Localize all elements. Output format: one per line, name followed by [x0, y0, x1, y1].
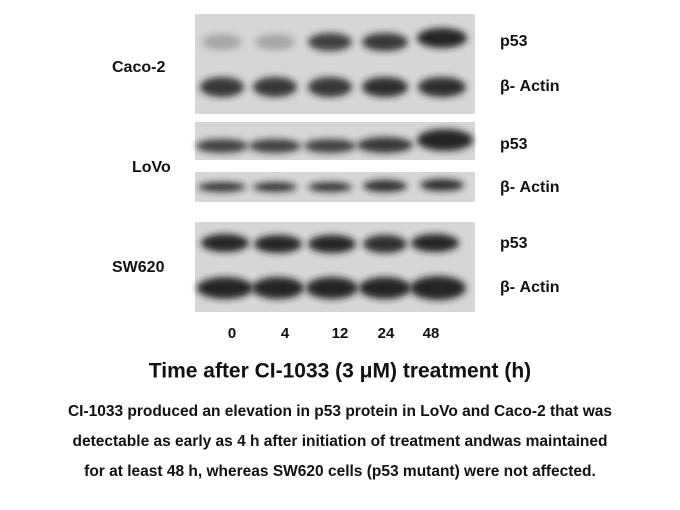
time-label: 48: [423, 325, 440, 342]
band-label: β- Actin: [500, 279, 560, 296]
caption-line: detectable as early as 4 h after initiat…: [73, 433, 608, 450]
axis-title: Time after CI-1033 (3 μM) treatment (h): [149, 360, 531, 383]
blot-lovo: [195, 122, 475, 202]
band-label: β- Actin: [500, 179, 560, 196]
cell-line-label: SW620: [112, 259, 165, 276]
time-label: 4: [281, 325, 290, 342]
blot-caco2: [195, 14, 475, 114]
time-label: 24: [378, 325, 395, 342]
caption-line: CI-1033 produced an elevation in p53 pro…: [68, 403, 612, 420]
time-label: 0: [228, 325, 236, 342]
band-label: p53: [500, 33, 528, 50]
band-label: β- Actin: [500, 78, 560, 95]
time-label: 12: [332, 325, 349, 342]
caption-line: for at least 48 h, whereas SW620 cells (…: [84, 463, 596, 480]
band-label: p53: [500, 136, 528, 153]
blot-sw620: [195, 222, 475, 312]
band-label: p53: [500, 235, 528, 252]
cell-line-label: LoVo: [132, 159, 171, 176]
cell-line-label: Caco-2: [112, 59, 165, 76]
